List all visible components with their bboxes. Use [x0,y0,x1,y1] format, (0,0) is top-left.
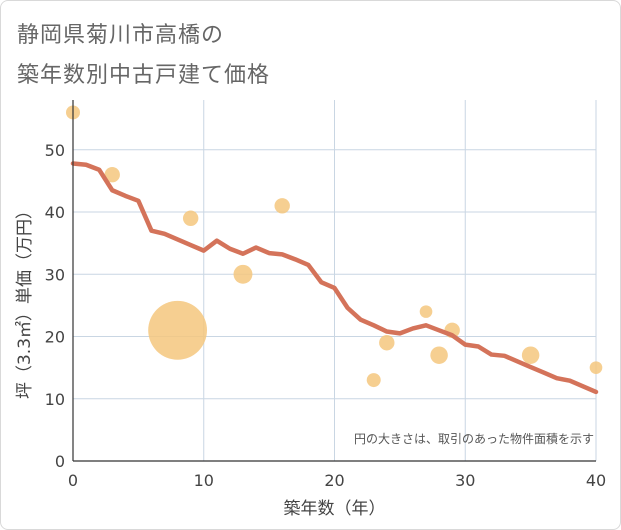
y-tick-label-30: 30 [45,265,65,284]
x-tick-label-30: 30 [455,471,475,490]
x-tick-label-40: 40 [586,471,606,490]
y-tick-label-20: 20 [45,328,65,347]
y-tick-label-0: 0 [55,452,65,471]
grid-lines [73,100,597,461]
x-axis-label: 築年数（年） [284,499,386,519]
chart-title-line-2: 築年数別中古戸建て価格 [17,63,271,88]
x-tick-label-20: 20 [324,471,344,490]
scatter-point-4 [233,264,253,284]
trend-line-group [70,161,599,395]
scatter-bubbles [66,105,603,388]
bubble-size-note: 円の大きさは、取引のあった物件面積を示す [354,431,594,446]
axes [72,100,596,462]
scatter-point-9 [430,346,448,364]
scatter-point-3 [182,210,199,226]
scatter-point-7 [379,335,395,351]
series-line-trend [70,161,599,395]
scatter-point-12 [589,361,603,374]
scatter-point-8 [419,305,433,318]
y-axis-label: 坪（3.3㎡）単価（万円） [15,202,35,399]
x-tick-label-10: 10 [194,471,214,490]
y-tick-label-40: 40 [45,203,65,222]
y-tick-label-50: 50 [45,141,65,160]
scatter-point-11 [521,346,540,364]
scatter-point-1 [104,166,120,183]
scatter-point-2 [148,300,208,360]
chart-title-line-1: 静岡県菊川市高橋の [17,23,225,48]
tick-labels: 0 10 20 30 40 0 10 20 30 40 50 [45,141,607,490]
y-tick-label-10: 10 [45,390,65,409]
scatter-point-6 [366,373,381,388]
x-tick-label-0: 0 [68,471,78,490]
scatter-point-5 [274,198,290,214]
